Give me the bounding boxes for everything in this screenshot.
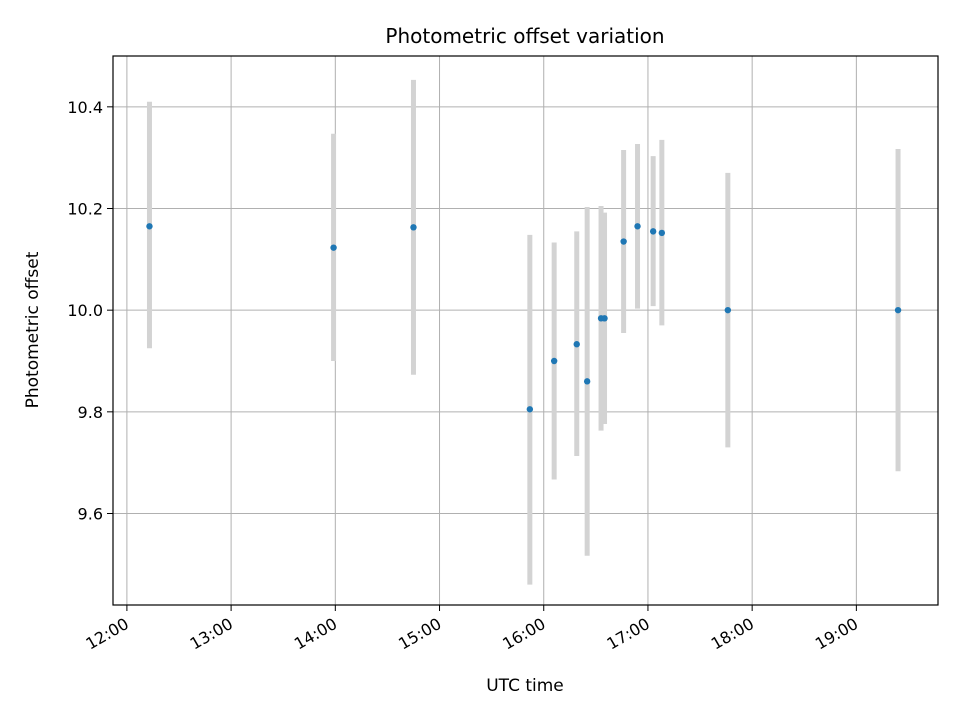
data-point: [526, 406, 534, 413]
x-axis-label: UTC time: [486, 676, 564, 696]
data-point: [658, 229, 666, 237]
y-axis-label: Photometric offset: [23, 251, 43, 408]
data-point: [620, 238, 627, 245]
chart-title: Photometric offset variation: [385, 24, 664, 48]
y-tick-label: 9.6: [78, 505, 103, 524]
y-axis: 9.6 9.8 10.0 10.2 10.4: [67, 98, 113, 524]
data-point: [601, 315, 608, 322]
data-point: [573, 341, 580, 348]
data-point: [724, 306, 732, 314]
data-point: [146, 223, 153, 230]
y-tick-label: 10.0: [67, 301, 103, 320]
data-point: [410, 224, 417, 231]
data-point: [583, 378, 591, 385]
data-points: [146, 223, 902, 413]
data-point: [550, 357, 558, 365]
y-tick-label: 10.4: [67, 98, 103, 117]
y-tick-label: 10.2: [67, 200, 103, 219]
data-point: [894, 306, 902, 314]
plot-frame: [112, 55, 939, 606]
grid: [113, 56, 938, 605]
data-point: [330, 244, 337, 251]
y-tick-label: 9.8: [78, 403, 103, 422]
data-point: [649, 228, 657, 235]
data-point: [634, 223, 641, 230]
